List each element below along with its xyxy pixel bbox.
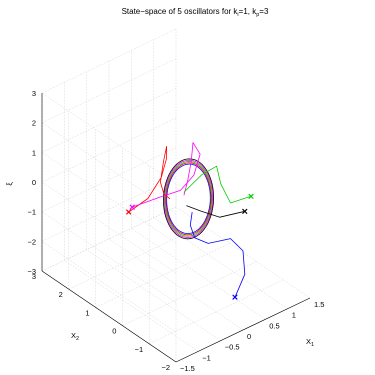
start-marker [242, 208, 248, 215]
tick-label: 1 [85, 308, 89, 317]
limit-cycle-loop [164, 161, 213, 237]
floor-gridline [149, 279, 284, 345]
wall-gridline [41, 206, 177, 272]
tick-label: −0.5 [225, 343, 240, 352]
start-marker [232, 294, 238, 300]
trajectory-line [186, 205, 246, 218]
tick-label: −2 [161, 363, 170, 372]
x1-axis-label: X1 [306, 337, 314, 348]
tick-label: 3 [32, 272, 36, 281]
wall-gridline [41, 241, 177, 333]
tick-label: 0 [32, 178, 36, 187]
floor-gridline [86, 249, 221, 341]
limit-cycle-loop [165, 162, 212, 236]
tick-label: 0.5 [269, 321, 279, 330]
floor-gridline [64, 260, 199, 352]
grid-layer [41, 28, 311, 363]
trajectory-line [128, 145, 171, 213]
start-marker [125, 209, 132, 215]
wall-gridline [41, 58, 177, 123]
tick-label: 0 [247, 332, 251, 341]
floor-gridline [131, 228, 266, 320]
limit-cycle-loop [166, 163, 211, 234]
x2-axis-line [41, 270, 177, 363]
trajectory-line [131, 142, 201, 208]
chart-title: State−space of 5 oscillators for ki=1, k… [122, 7, 269, 18]
x1-axis-line [175, 297, 311, 363]
trajectory-line [183, 165, 252, 204]
tick-label: −1.5 [180, 364, 195, 373]
tick-label: 1 [292, 311, 296, 320]
tick-label: 2 [32, 119, 36, 128]
tick-label: 1.5 [314, 300, 324, 309]
tick-label: 3 [32, 89, 36, 98]
floor-gridline [95, 243, 230, 308]
wall-gridline [41, 211, 177, 303]
floor-gridline [122, 261, 257, 326]
tick-label: 2 [59, 290, 63, 299]
wall-gridline [41, 28, 177, 94]
tick-label: −1 [135, 345, 144, 354]
limit-cycle-loop [163, 159, 214, 238]
start-marker [129, 204, 135, 210]
tick-label: −3 [27, 267, 36, 276]
wall-gridline [41, 177, 177, 242]
xi-axis-label: ξ [5, 182, 14, 186]
tick-label: −2 [27, 237, 36, 246]
tick-label: 1 [32, 148, 36, 157]
x2-axis-label: X2 [71, 331, 79, 342]
start-marker [248, 193, 254, 200]
wall-gridline [41, 117, 177, 183]
tick-label: −1 [27, 208, 36, 217]
tick-label: −1 [202, 353, 211, 362]
wall-gridline [41, 88, 177, 153]
trajectory-line [189, 211, 246, 298]
trajectory-layer [128, 142, 252, 298]
start-marker-layer [125, 193, 254, 300]
wall-gridline [41, 147, 177, 212]
tick-label: 0 [112, 327, 116, 336]
